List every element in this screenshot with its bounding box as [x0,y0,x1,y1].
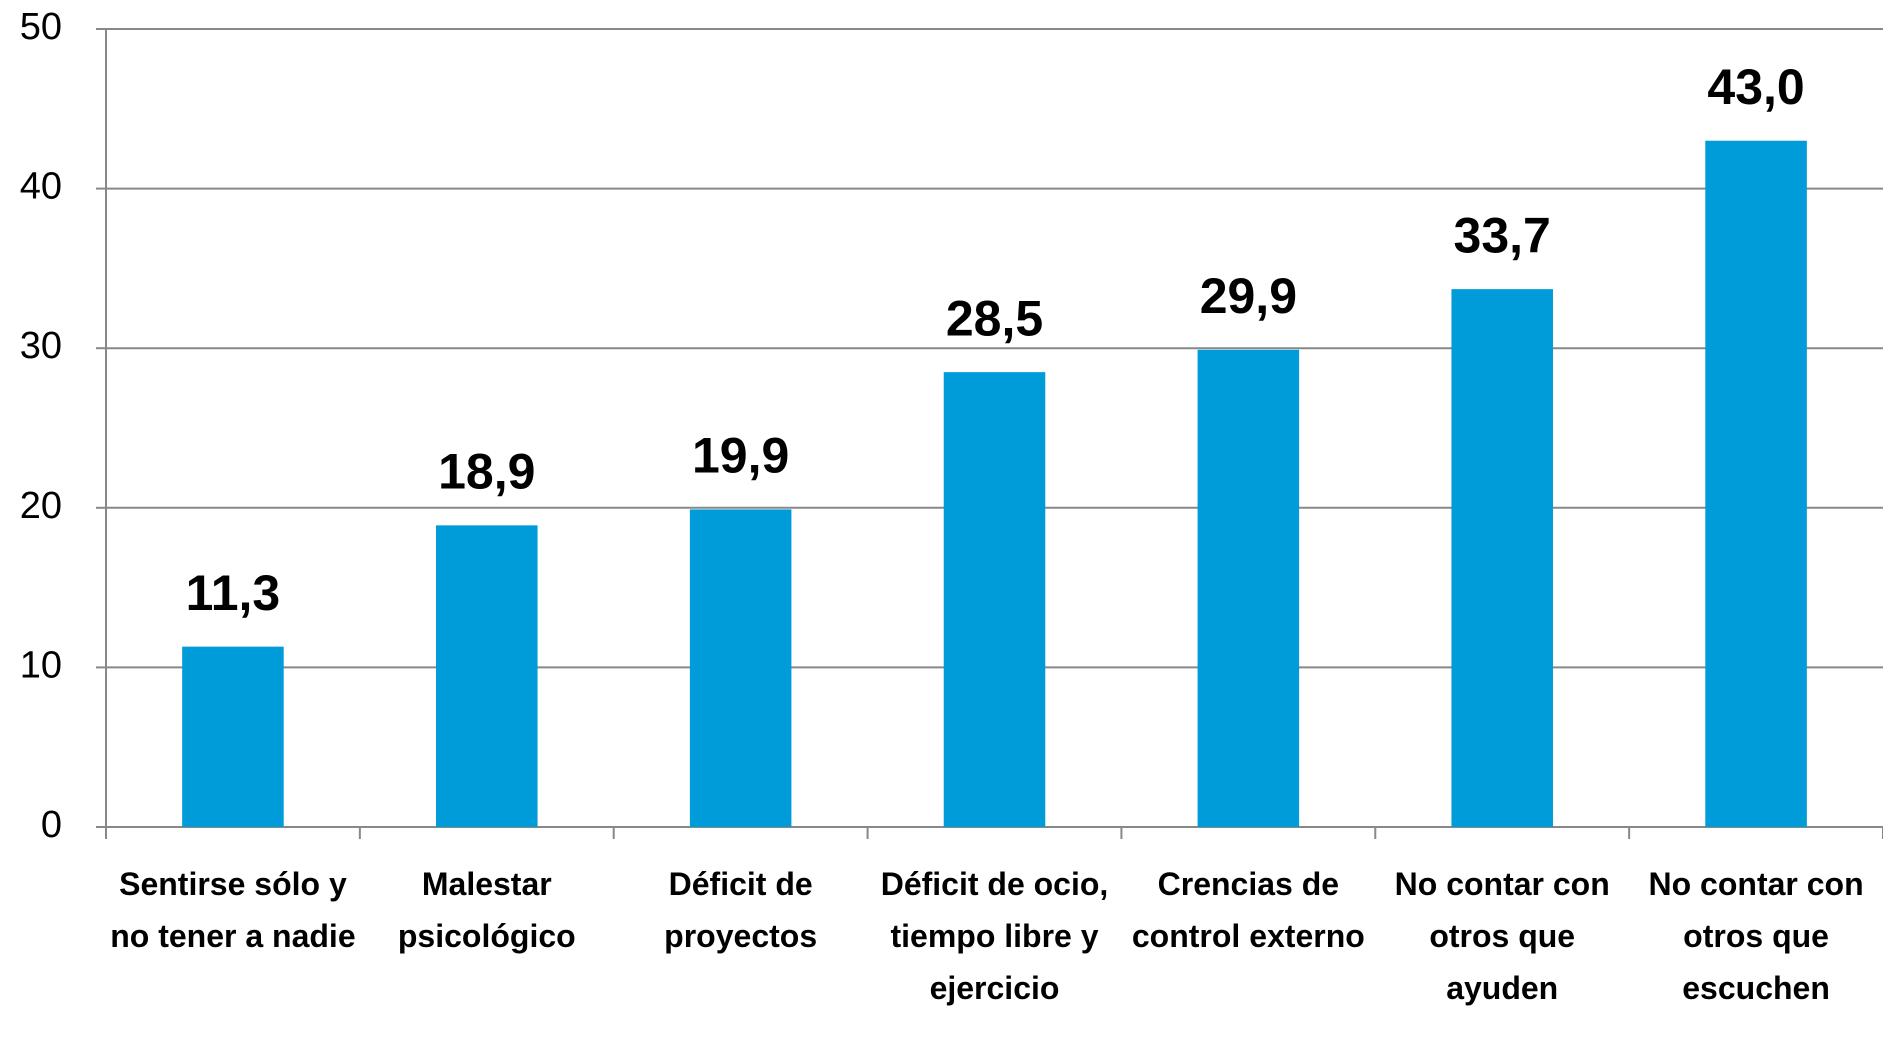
data-label: 28,5 [946,290,1043,346]
x-tick-label: No contar con otros que ayuden [1394,866,1610,1006]
x-tick-label: Malestar psicológico [397,866,576,954]
x-tick-label: Déficit de proyectos [664,866,818,954]
x-tick-label: Crencias de control externo [1131,866,1365,954]
bar [1705,140,1807,828]
data-label: 33,7 [1454,207,1551,263]
data-label: 19,9 [692,428,789,484]
bar [1451,289,1553,827]
x-tick-label: Sentirse sólo y no tener a nadie [110,866,356,954]
bar [436,525,538,827]
data-label: 43,0 [1707,59,1804,115]
x-tick-label: Déficit de ocio, tiempo libre y ejercici… [880,866,1109,1006]
bar [182,646,284,827]
y-tick-label: 50 [20,6,62,48]
bar [943,372,1046,827]
y-tick-label: 40 [20,166,62,208]
y-tick-label: 20 [20,485,62,527]
data-label: 29,9 [1200,268,1297,324]
data-label: 18,9 [438,444,535,500]
bar [689,509,792,827]
bar [1197,349,1300,827]
y-tick-label: 0 [41,804,62,846]
data-label: 11,3 [186,565,281,621]
y-tick-label: 10 [20,644,62,686]
y-tick-label: 30 [20,325,62,367]
x-tick-label: No contar con otros que escuchen [1648,866,1864,1006]
